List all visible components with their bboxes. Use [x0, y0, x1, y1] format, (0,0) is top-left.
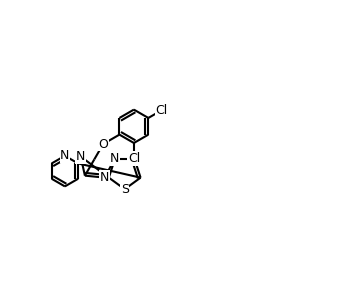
Text: S: S: [121, 183, 129, 196]
Text: Cl: Cl: [155, 104, 168, 117]
Text: N: N: [60, 149, 69, 162]
Text: N: N: [110, 153, 120, 166]
Text: N: N: [100, 171, 109, 184]
Text: N: N: [130, 153, 139, 166]
Text: O: O: [98, 137, 108, 151]
Text: N: N: [76, 150, 85, 163]
Text: Cl: Cl: [128, 152, 140, 165]
